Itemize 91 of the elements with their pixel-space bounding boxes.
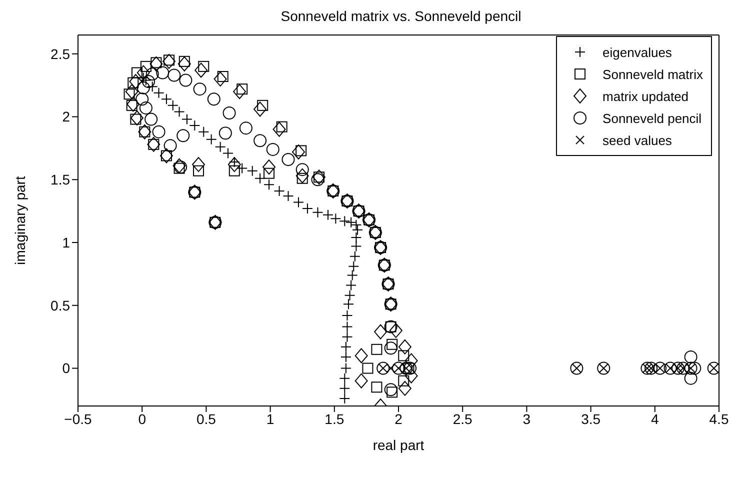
- point: [296, 168, 309, 184]
- legend-label: Sonneveld matrix: [602, 66, 703, 82]
- point: [126, 96, 140, 112]
- x-tick-label: 4.5: [709, 410, 729, 427]
- point: [272, 122, 286, 137]
- point: [218, 126, 232, 140]
- point: [174, 160, 188, 174]
- legend-label: seed values: [602, 132, 672, 148]
- point: [254, 102, 267, 117]
- x-tick-label: 0: [138, 410, 146, 427]
- y-tick-label: 2.5: [50, 46, 70, 62]
- x-tick-label: 0.5: [196, 410, 216, 427]
- y-tick-label: 2: [62, 108, 70, 125]
- point: [296, 163, 309, 176]
- point: [374, 324, 388, 340]
- x-tick-label: 2: [394, 410, 403, 427]
- point: [150, 56, 163, 72]
- x-tick-label: 3.5: [581, 410, 601, 427]
- point: [168, 68, 181, 82]
- y-tick-label: 1.5: [50, 172, 70, 188]
- point: [386, 386, 398, 398]
- legend-label: eigenvalues: [602, 44, 672, 60]
- point: [136, 65, 150, 80]
- point: [136, 92, 149, 106]
- point: [264, 168, 275, 179]
- chart-title: Sonneveld matrix vs. Sonneveld pencil: [280, 8, 522, 26]
- point: [398, 350, 410, 362]
- y-axis-title: imaginary part: [12, 176, 28, 265]
- point: [152, 125, 166, 138]
- point: [140, 60, 152, 72]
- point: [398, 380, 412, 396]
- point: [176, 129, 190, 142]
- point: [162, 54, 176, 69]
- x-tick-label: 1: [266, 410, 274, 427]
- point: [684, 372, 698, 385]
- y-tick-label: 1: [62, 234, 70, 250]
- legend-label: matrix updated: [602, 88, 689, 104]
- point: [262, 160, 276, 175]
- x-tick-label: 4: [651, 410, 659, 427]
- x-tick-label: 2.5: [452, 410, 473, 427]
- point: [228, 165, 240, 176]
- point: [192, 157, 206, 172]
- point: [172, 158, 186, 174]
- point: [266, 142, 280, 156]
- point: [292, 144, 306, 160]
- x-tick-label: −0.5: [64, 410, 92, 427]
- point: [194, 62, 208, 78]
- x-tick-label: 1.5: [324, 410, 344, 427]
- point: [179, 74, 192, 87]
- point: [139, 101, 152, 114]
- point: [178, 56, 191, 72]
- point: [311, 173, 324, 186]
- point: [384, 342, 398, 355]
- point: [193, 82, 206, 96]
- x-tick-label: 3: [522, 410, 531, 427]
- point: [684, 350, 698, 364]
- point: [371, 344, 382, 355]
- point: [404, 368, 418, 384]
- point: [371, 382, 382, 393]
- point: [398, 375, 410, 386]
- point: [164, 139, 177, 152]
- point: [239, 122, 252, 135]
- point: [404, 353, 418, 368]
- point: [130, 110, 144, 126]
- y-tick-label: 0: [62, 360, 70, 376]
- point: [386, 338, 398, 350]
- point: [207, 92, 220, 106]
- point: [136, 81, 150, 94]
- x-axis-title: real part: [372, 437, 424, 453]
- point: [354, 373, 368, 388]
- point: [354, 348, 368, 364]
- point: [384, 383, 398, 396]
- point: [233, 84, 246, 100]
- legend-label: Sonneveld pencil: [602, 110, 702, 126]
- point: [174, 162, 185, 174]
- point: [389, 323, 402, 338]
- point: [254, 134, 267, 148]
- point: [125, 84, 138, 100]
- point: [129, 74, 142, 90]
- point: [214, 72, 227, 87]
- point: [146, 67, 159, 80]
- point: [156, 66, 170, 80]
- point: [398, 339, 412, 354]
- point: [144, 112, 158, 126]
- point: [282, 153, 295, 166]
- point: [131, 67, 142, 78]
- point: [193, 165, 204, 176]
- point: [142, 75, 156, 88]
- point: [362, 362, 374, 374]
- y-tick-label: 0.5: [50, 297, 70, 314]
- point: [222, 106, 236, 120]
